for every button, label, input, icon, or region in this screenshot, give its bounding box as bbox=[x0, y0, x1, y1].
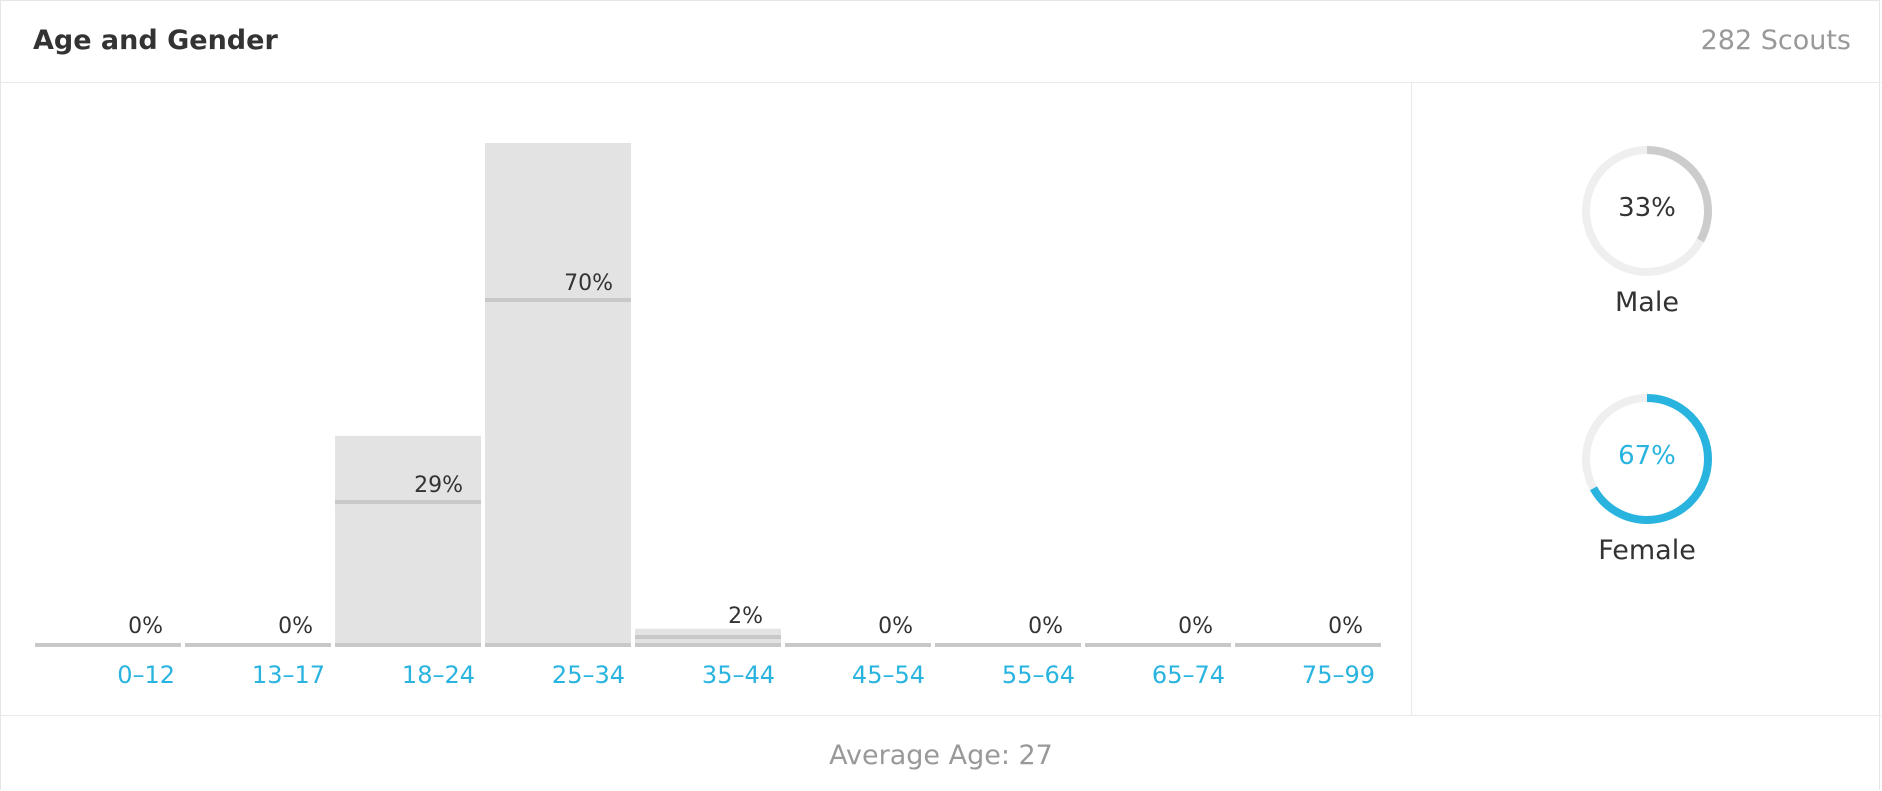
female-percent: 67% bbox=[1618, 441, 1676, 471]
male-ring-arc bbox=[1582, 146, 1712, 276]
bar-value-label: 0% bbox=[1028, 614, 1063, 639]
scout-count: 282 Scouts bbox=[1700, 25, 1851, 56]
male-donut: 33% Male bbox=[1581, 145, 1713, 318]
bar-baseline bbox=[1085, 643, 1231, 647]
bar-baseline bbox=[785, 643, 931, 647]
bar-value-label: 0% bbox=[878, 614, 913, 639]
bar-baseline bbox=[185, 643, 331, 647]
bar-baseline bbox=[1235, 643, 1381, 647]
bar-baseline bbox=[335, 643, 481, 647]
male-label: Male bbox=[1615, 287, 1679, 318]
bar-value-label: 0% bbox=[1328, 614, 1363, 639]
panel-divider bbox=[1411, 83, 1412, 715]
bar-value-label: 0% bbox=[1178, 614, 1213, 639]
bar-value-label: 0% bbox=[128, 614, 163, 639]
bar-18–24 bbox=[335, 435, 481, 643]
bar-value-label: 2% bbox=[728, 604, 763, 629]
category-label: 55–64 bbox=[1002, 661, 1075, 689]
category-label: 13–17 bbox=[252, 661, 325, 689]
category-label: 35–44 bbox=[702, 661, 775, 689]
category-label: 45–54 bbox=[852, 661, 925, 689]
bar-baseline bbox=[35, 643, 181, 647]
age-bar-chart: 0% 0–12 0% 13–17 29% 18–24 70% 25–34 2% 35–44 0% 45… bbox=[35, 143, 1381, 689]
category-label: 18–24 bbox=[402, 661, 475, 689]
female-ring-arc bbox=[1582, 394, 1712, 524]
female-ring bbox=[1582, 394, 1712, 524]
category-label: 25–34 bbox=[552, 661, 625, 689]
female-label: Female bbox=[1598, 535, 1696, 566]
bar-value-line bbox=[335, 500, 481, 505]
female-donut: 67% Female bbox=[1581, 393, 1713, 566]
bar-value-label: 0% bbox=[278, 614, 313, 639]
bar-value-label: 70% bbox=[564, 271, 613, 296]
male-ring bbox=[1582, 146, 1712, 276]
bar-baseline bbox=[635, 643, 781, 647]
category-label: 0–12 bbox=[117, 661, 175, 689]
average-age: Average Age: 27 bbox=[829, 740, 1053, 771]
bar-baseline bbox=[485, 643, 631, 647]
category-label: 65–74 bbox=[1152, 661, 1225, 689]
bar-value-label: 29% bbox=[414, 473, 463, 498]
bar-25–34 bbox=[485, 143, 631, 643]
card-header: Age and Gender 282 Scouts bbox=[1, 1, 1881, 83]
card-footer: Average Age: 27 bbox=[1, 715, 1881, 791]
bar-value-line bbox=[485, 298, 631, 302]
category-label: 75–99 bbox=[1302, 661, 1375, 689]
card-title: Age and Gender bbox=[33, 25, 278, 56]
bar-baseline bbox=[935, 643, 1081, 647]
bar-value-line bbox=[635, 635, 781, 639]
male-percent: 33% bbox=[1618, 193, 1676, 223]
